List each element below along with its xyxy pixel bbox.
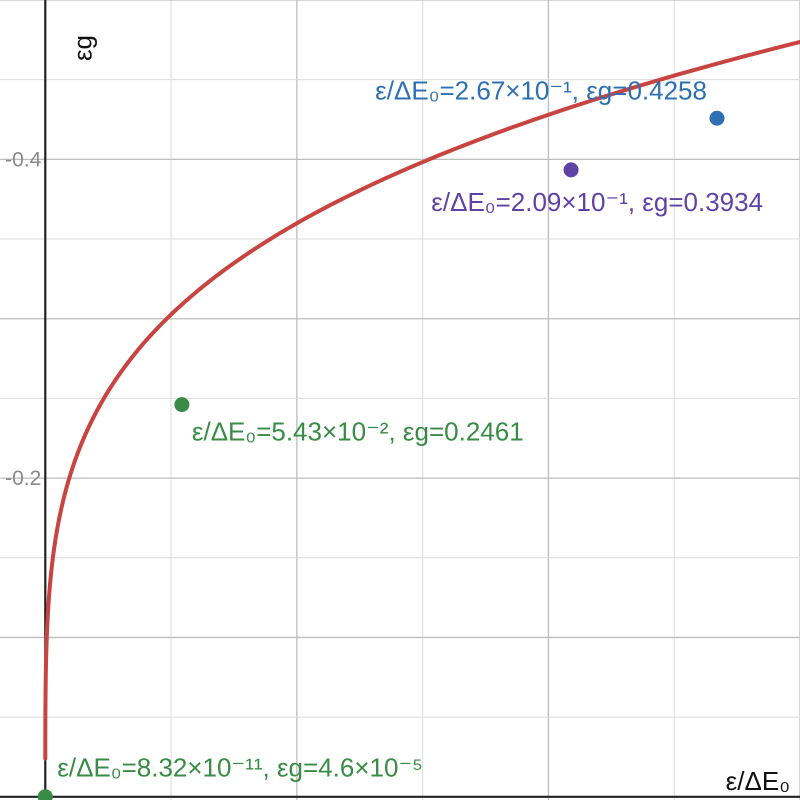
point-label: ε/ΔE₀=2.67×10⁻¹, εg=0.4258 <box>375 75 707 105</box>
y-tick-label: -0.4 <box>5 148 42 171</box>
series-line <box>43 39 800 761</box>
y-axis-title: εg <box>67 35 97 61</box>
data-point[interactable] <box>37 789 53 800</box>
data-point[interactable] <box>174 397 190 413</box>
y-tick-label: -0.2 <box>5 467 41 490</box>
point-label: ε/ΔE₀=5.43×10⁻², εg=0.2461 <box>192 417 524 447</box>
point-label: ε/ΔE₀=8.32×10⁻¹¹, εg=4.6×10⁻⁵ <box>57 753 423 783</box>
x-axis-title: ε/ΔE₀ <box>726 766 790 796</box>
point-label: ε/ΔE₀=2.09×10⁻¹, εg=0.3934 <box>431 187 763 217</box>
point-labels: ε/ΔE₀=8.32×10⁻¹¹, εg=4.6×10⁻⁵ ε/ΔE₀=5.43×… <box>57 75 763 782</box>
data-point[interactable] <box>563 162 579 178</box>
tick-labels: 00.2-0.2-0.4 <box>5 148 42 490</box>
points <box>37 110 725 800</box>
series <box>43 39 800 761</box>
data-point[interactable] <box>709 110 725 126</box>
